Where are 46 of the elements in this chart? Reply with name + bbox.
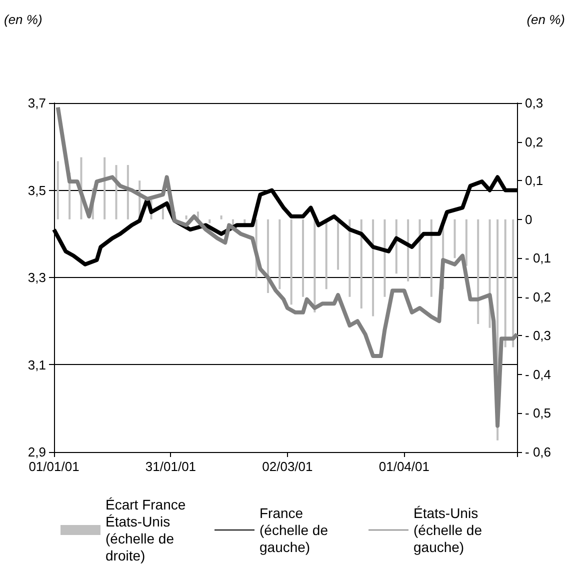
text: (en %)	[4, 12, 42, 27]
bar	[56, 161, 59, 220]
bar	[266, 219, 269, 294]
x-tick-label: 31/01/01	[145, 459, 196, 474]
y-tick-label: 3,7	[28, 96, 46, 110]
bar	[104, 157, 106, 220]
legend-label: Écart France États-Unis (échelle de droite)	[106, 496, 190, 564]
x-tick-label: 02/03/01	[262, 459, 313, 474]
bar	[465, 219, 468, 266]
text: (en %)	[526, 12, 566, 27]
bar	[208, 219, 211, 224]
bar	[372, 219, 374, 316]
bar	[407, 219, 410, 282]
y-tick-label: 3,1	[28, 357, 46, 372]
y2-tick-label: 0,1	[525, 173, 544, 188]
bar	[220, 215, 222, 220]
y2-tick-label: 0	[525, 212, 532, 227]
bar	[477, 219, 480, 324]
y-tick-label: 2,9	[28, 444, 46, 460]
bar	[384, 219, 386, 297]
legend-label: France (échelle de gauche)	[260, 505, 332, 555]
bar	[278, 219, 281, 290]
y2-tick-label: - 0,5	[525, 406, 552, 421]
legend-label: États-Unis (échelle de gauche)	[414, 505, 486, 555]
bar	[185, 215, 188, 220]
bar	[454, 219, 456, 258]
y2-tick-label: - 0,4	[525, 366, 552, 382]
y2-tick-label: 0,3	[525, 96, 544, 110]
y2-tick-label: - 0,2	[525, 289, 552, 304]
bar	[302, 219, 304, 297]
y2-tick-label: - 0,1	[525, 250, 552, 266]
bar	[430, 219, 432, 297]
y-tick-label: 3,5	[28, 182, 46, 198]
y2-tick-label: - 0,6	[525, 444, 552, 460]
y2-tick-label: - 0,3	[525, 328, 552, 344]
y-tick-label: 3,3	[28, 270, 46, 285]
bar	[126, 165, 129, 220]
x-tick-label: 01/01/01	[28, 459, 80, 474]
bar	[504, 219, 506, 348]
bar	[290, 219, 292, 305]
bar	[348, 219, 351, 297]
x-tick-label: 01/04/01	[378, 459, 430, 474]
y2-tick-label: 0,2	[525, 134, 544, 150]
bar	[512, 219, 514, 348]
bar	[314, 219, 316, 312]
bar	[360, 219, 362, 309]
